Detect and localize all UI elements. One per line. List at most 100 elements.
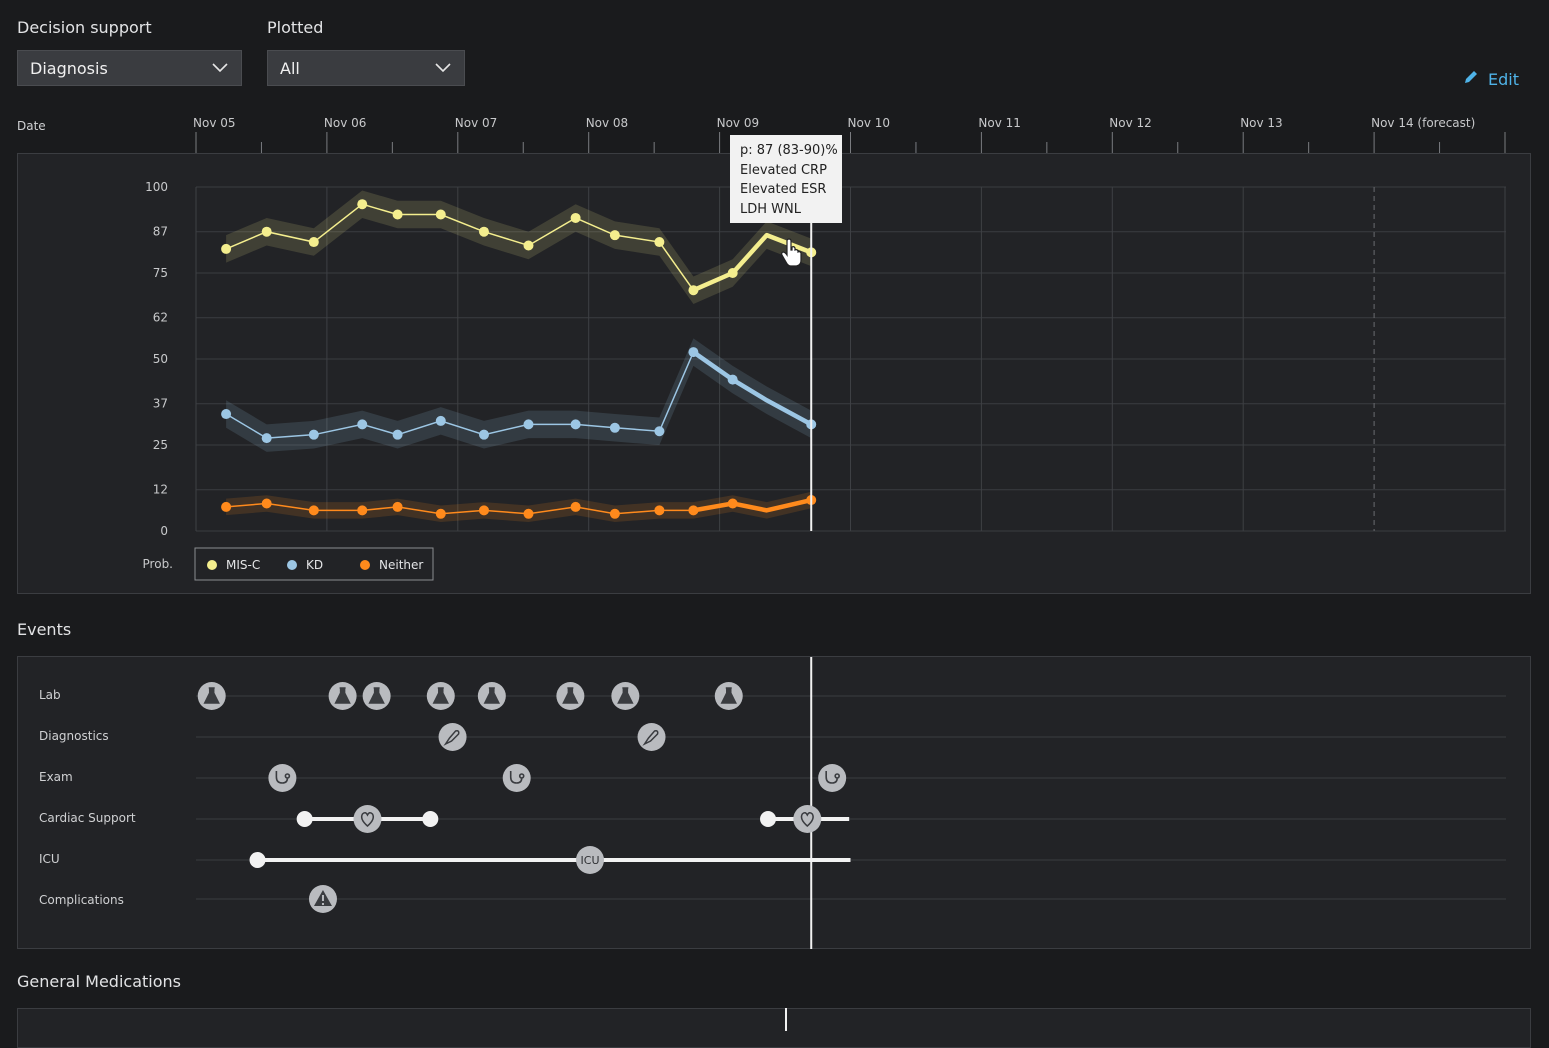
- data-point-mis-c: [478, 226, 489, 237]
- lab-icon[interactable]: [611, 682, 640, 710]
- cardiac-icon[interactable]: [793, 805, 822, 833]
- date-tick-label: Nov 08: [586, 116, 629, 130]
- icu-icon: [576, 846, 605, 874]
- data-point-kd: [609, 422, 620, 433]
- data-point-neither: [570, 501, 581, 512]
- data-point-neither: [308, 505, 319, 516]
- lab-icon[interactable]: [362, 682, 391, 710]
- exam-icon[interactable]: [502, 764, 531, 792]
- warning-dot: [321, 903, 324, 905]
- cardiac-span-start-recent: [760, 811, 777, 827]
- data-point-neither: [609, 508, 620, 519]
- data-point-neither: [688, 505, 699, 516]
- date-tick-label: Nov 13: [1240, 116, 1283, 130]
- edit-label: Edit: [1488, 69, 1519, 89]
- events-timeline: ICU: [196, 657, 1506, 949]
- tooltip-probability: p: 87 (83-90)%: [740, 143, 838, 158]
- confidence-band-kd: [226, 338, 812, 452]
- diagnostics-icon[interactable]: [438, 723, 467, 751]
- decision-support-dropdown[interactable]: Diagnosis: [17, 50, 242, 86]
- legend-box: [194, 547, 434, 581]
- date-tick-label: Nov 06: [324, 116, 367, 130]
- heart-glyph: [360, 811, 375, 827]
- data-point-mis-c: [357, 199, 368, 210]
- lab-icon[interactable]: [426, 682, 455, 710]
- date-tick-label: Nov 10: [848, 116, 891, 130]
- series-line-neither: [226, 502, 694, 515]
- chevron-down-icon: [434, 59, 452, 77]
- data-point-kd: [688, 347, 699, 358]
- legend-label-neither: Neither: [379, 558, 423, 572]
- data-point-mis-c: [308, 237, 319, 248]
- icu-span-start: [249, 852, 266, 868]
- data-point-kd: [435, 415, 446, 426]
- hand-cursor-icon: [781, 238, 802, 267]
- complication-icon[interactable]: [308, 885, 337, 913]
- general-medications-title: General Medications: [17, 972, 181, 991]
- y-tick-label: 37: [153, 397, 168, 411]
- cardiac-bubble: [353, 805, 382, 833]
- legend-title: Prob.: [143, 557, 173, 571]
- edit-button[interactable]: Edit: [1462, 68, 1519, 90]
- exam-icon[interactable]: [268, 764, 297, 792]
- event-row-label-diagnostics: Diagnostics: [39, 729, 109, 743]
- lab-icon[interactable]: [556, 682, 585, 710]
- flask-glyph: [368, 687, 385, 704]
- data-point-kd: [654, 426, 665, 437]
- event-row-label-exam: Exam: [39, 770, 73, 784]
- chevron-down-icon: [211, 59, 229, 77]
- data-point-mis-c: [523, 240, 534, 251]
- general-medications-panel: [17, 1008, 1531, 1048]
- diagnostics-bubble: [637, 723, 666, 751]
- lab-icon[interactable]: [197, 682, 226, 710]
- stethoscope-glyph: [275, 771, 291, 784]
- diagnostics-bubble: [438, 723, 467, 751]
- legend-marker-mis-c: [207, 560, 217, 570]
- cardiac-icon[interactable]: [353, 805, 382, 833]
- data-point-mis-c: [570, 212, 581, 223]
- lab-icon[interactable]: [328, 682, 357, 710]
- data-point-neither: [654, 505, 665, 516]
- decision-support-label: Decision support: [17, 18, 152, 37]
- lab-icon[interactable]: [477, 682, 506, 710]
- y-tick-label: 62: [153, 311, 168, 325]
- data-point-kd: [392, 429, 403, 440]
- series-line-kd: [225, 351, 695, 439]
- y-tick-label: 25: [153, 438, 168, 452]
- flask-glyph: [334, 687, 351, 704]
- tooltip-finding-1: Elevated CRP: [740, 162, 827, 178]
- flask-glyph: [432, 687, 449, 704]
- heart-glyph: [800, 811, 814, 827]
- cardiac-bubble: [793, 805, 822, 833]
- flask-glyph: [617, 687, 634, 704]
- y-tick-label: 12: [153, 483, 168, 497]
- y-tick-label: 75: [153, 266, 168, 280]
- event-row-label-complications: Complications: [39, 893, 124, 907]
- exam-icon[interactable]: [818, 764, 847, 792]
- plotted-dropdown[interactable]: All: [267, 50, 465, 86]
- probe-glyph: [443, 730, 460, 746]
- probability-chart-panel: [17, 153, 1531, 594]
- date-tick-label: Nov 09: [717, 116, 760, 130]
- icu-icon-label: ICU: [581, 854, 600, 867]
- warning-mark: [321, 895, 324, 901]
- stethoscope-glyph: [825, 771, 840, 784]
- probe-glyph: [642, 730, 659, 746]
- data-point-kd: [727, 374, 738, 385]
- flask-glyph: [483, 687, 501, 704]
- data-point-mis-c: [609, 230, 620, 241]
- tooltip-finding-3: LDH WNL: [740, 201, 801, 217]
- y-tick-label: 100: [145, 180, 168, 194]
- flask-glyph: [203, 687, 220, 704]
- events-panel: [17, 656, 1531, 949]
- data-point-kd: [261, 433, 272, 444]
- legend-label-mis-c: MIS-C: [226, 558, 260, 572]
- probability-chart[interactable]: 0 12 25 37 50 62 75 87 100 Prob. MIS-C KD Neither: [0, 0, 1549, 600]
- diagnostics-icon[interactable]: [637, 723, 666, 751]
- confidence-band-mis-c: [226, 190, 812, 304]
- lab-icon[interactable]: [714, 682, 743, 710]
- y-tick-label: 50: [153, 352, 168, 366]
- data-point-neither: [392, 501, 403, 512]
- exam-bubble: [502, 764, 531, 792]
- data-point-kd: [570, 419, 581, 430]
